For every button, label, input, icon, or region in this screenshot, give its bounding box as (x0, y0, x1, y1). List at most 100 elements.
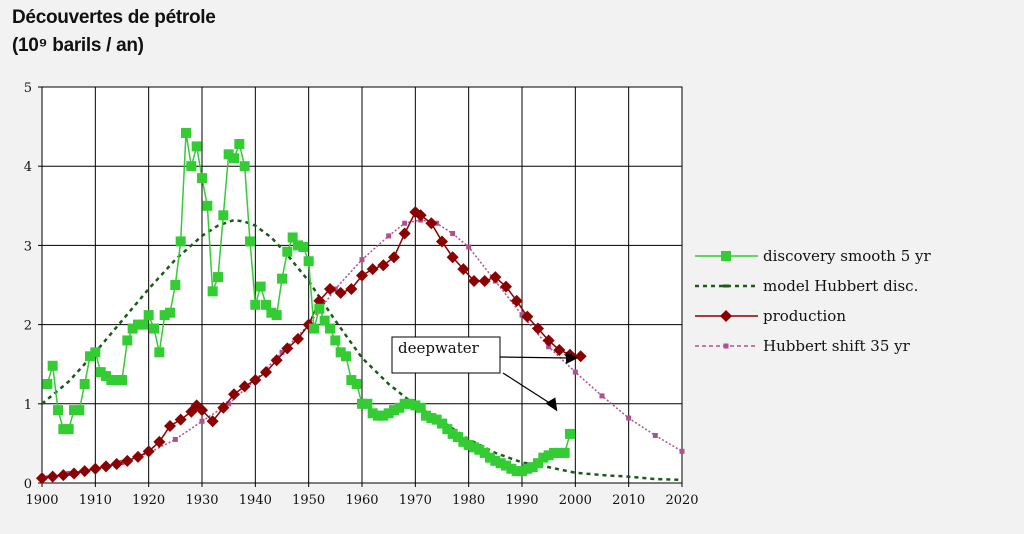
data-point-discovery-smooth-5-yr (234, 139, 245, 150)
x-tick-label: 2000 (559, 493, 592, 508)
data-point-discovery-smooth-5-yr (511, 466, 522, 477)
annotation-arrow-2 (502, 372, 554, 406)
data-point-discovery-smooth-5-yr (389, 405, 399, 416)
data-point-production (521, 310, 534, 323)
data-point-discovery-smooth-5-yr (42, 379, 53, 389)
data-point-hubbert-shift-35-yr (519, 312, 525, 318)
data-point-production (89, 462, 102, 475)
x-tick-label: 1930 (185, 493, 218, 508)
x-tick-label: 1990 (505, 493, 538, 508)
data-point-discovery-smooth-5-yr (554, 447, 565, 458)
data-point-discovery-smooth-5-yr (117, 375, 127, 386)
y-tick-label: 3 (24, 239, 32, 254)
data-point-production (78, 465, 91, 478)
data-point-discovery-smooth-5-yr (266, 307, 277, 318)
data-point-discovery-smooth-5-yr (53, 405, 63, 416)
data-point-discovery-smooth-5-yr (170, 280, 181, 290)
data-point-discovery-smooth-5-yr (362, 398, 373, 409)
x-tick-label: 2010 (612, 493, 645, 508)
data-point-discovery-smooth-5-yr (325, 323, 335, 334)
data-point-discovery-smooth-5-yr (485, 452, 495, 463)
data-point-hubbert-shift-35-yr (359, 257, 365, 263)
data-point-discovery-smooth-5-yr (495, 458, 506, 469)
data-point-production (164, 419, 176, 432)
annotation-box (391, 336, 501, 374)
data-point-production (174, 413, 187, 426)
data-point-discovery-smooth-5-yr (186, 161, 197, 172)
data-point-discovery-smooth-5-yr (458, 436, 469, 447)
series-production (36, 206, 587, 485)
data-point-discovery-smooth-5-yr (69, 405, 79, 416)
data-point-discovery-smooth-5-yr (287, 232, 298, 243)
legend-label-hubbert-shift-35-yr: Hubbert shift 35 yr (763, 337, 911, 355)
data-point-hubbert-shift-35-yr (626, 415, 632, 421)
x-tick-label: 1970 (399, 493, 432, 508)
data-point-discovery-smooth-5-yr (261, 299, 271, 310)
x-tick-label: 2020 (665, 493, 698, 508)
data-point-production (398, 227, 411, 240)
data-point-discovery-smooth-5-yr (202, 200, 213, 211)
legend-marker-model-hubbert-disc (723, 284, 729, 288)
data-point-discovery-smooth-5-yr (335, 347, 346, 358)
data-point-production (292, 332, 304, 345)
data-point-production (500, 280, 512, 293)
data-point-discovery-smooth-5-yr (330, 335, 341, 346)
x-tick-label: 1920 (132, 493, 165, 508)
legend-marker-discovery-smooth-5-yr (721, 251, 731, 261)
data-point-hubbert-shift-35-yr (679, 448, 685, 454)
data-point-hubbert-shift-35-yr (402, 220, 408, 226)
data-point-production (468, 275, 480, 288)
data-point-production (334, 286, 347, 299)
data-point-discovery-smooth-5-yr (181, 127, 191, 138)
data-point-hubbert-shift-35-yr (226, 401, 232, 407)
data-point-hubbert-shift-35-yr (450, 231, 456, 237)
data-point-discovery-smooth-5-yr (191, 141, 202, 152)
data-point-discovery-smooth-5-yr (298, 241, 309, 252)
data-point-discovery-smooth-5-yr (175, 236, 186, 247)
data-point-production (228, 388, 240, 401)
data-point-discovery-smooth-5-yr (255, 281, 266, 292)
data-point-production (388, 251, 400, 264)
data-point-production (446, 251, 459, 264)
data-point-discovery-smooth-5-yr (549, 447, 559, 458)
data-point-discovery-smooth-5-yr (319, 315, 330, 326)
data-point-discovery-smooth-5-yr (85, 351, 95, 362)
data-point-discovery-smooth-5-yr (106, 375, 117, 386)
data-point-discovery-smooth-5-yr (159, 310, 170, 321)
data-point-production (132, 450, 144, 463)
data-point-discovery-smooth-5-yr (479, 447, 490, 458)
y-tick-label: 5 (24, 81, 32, 96)
data-point-discovery-smooth-5-yr (138, 319, 149, 330)
data-point-discovery-smooth-5-yr (229, 153, 239, 164)
data-point-discovery-smooth-5-yr (442, 424, 453, 435)
data-point-discovery-smooth-5-yr (474, 444, 485, 455)
data-point-discovery-smooth-5-yr (95, 367, 106, 378)
data-point-discovery-smooth-5-yr (309, 323, 319, 334)
data-point-discovery-smooth-5-yr (357, 398, 367, 409)
data-point-discovery-smooth-5-yr (218, 210, 229, 221)
data-point-discovery-smooth-5-yr (207, 286, 218, 297)
chart-title: Découvertes de pétrole (10⁹ barils / an) (12, 4, 216, 60)
data-point-discovery-smooth-5-yr (74, 405, 85, 416)
data-point-production (414, 209, 427, 222)
data-point-production (238, 380, 251, 393)
data-point-production (57, 469, 70, 482)
y-tick-label: 2 (24, 319, 32, 334)
x-tick-label: 1940 (239, 493, 272, 508)
data-point-discovery-smooth-5-yr (453, 432, 463, 443)
data-point-hubbert-shift-35-yr (599, 393, 605, 399)
data-point-discovery-smooth-5-yr (565, 428, 575, 439)
data-point-production (457, 263, 470, 276)
data-point-discovery-smooth-5-yr (143, 310, 154, 321)
x-tick-label: 1960 (345, 493, 378, 508)
data-point-discovery-smooth-5-yr (351, 379, 362, 389)
data-point-production (36, 472, 48, 485)
data-point-production (478, 275, 491, 288)
annotation-arrowhead-2 (545, 397, 558, 412)
data-point-discovery-smooth-5-yr (47, 360, 58, 371)
data-point-production (510, 294, 523, 307)
y-tick-label: 1 (24, 398, 32, 413)
legend-box (689, 236, 959, 363)
data-point-discovery-smooth-5-yr (447, 428, 458, 439)
